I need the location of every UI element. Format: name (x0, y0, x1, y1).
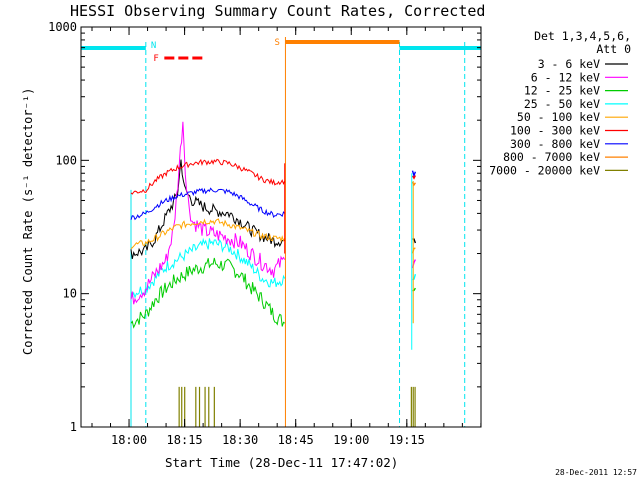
legend-label: 800 - 7000 keV (503, 150, 600, 164)
x-axis: 18:00 18:15 18:30 18:45 19:00 19:15 (91, 27, 482, 447)
x-tick-label: 18:15 (167, 433, 203, 447)
legend-title-line2: Att 0 (596, 42, 631, 56)
series-line-1 (130, 121, 286, 305)
x-tick-label: 19:15 (389, 433, 425, 447)
series-line-2 (130, 257, 286, 329)
saa-marker-label: S (274, 38, 279, 48)
series-line-4 (130, 218, 286, 250)
legend-label: 3 - 6 keV (538, 57, 600, 71)
legend-label: 25 - 50 keV (524, 97, 600, 111)
chart-title: HESSI Observing Summary Count Rates, Cor… (70, 2, 485, 20)
legend-label: 6 - 12 keV (531, 70, 600, 84)
legend-label: 12 - 25 keV (524, 84, 600, 98)
legend-label: 7000 - 20000 keV (489, 163, 600, 177)
legend-title-line1: Det 1,3,4,5,6, (534, 29, 631, 43)
late-data-line (411, 170, 417, 178)
late-data-line (411, 175, 417, 180)
series-line-3 (130, 237, 286, 300)
legend-label: 50 - 100 keV (517, 110, 600, 124)
y-tick-label: 100 (55, 153, 77, 167)
night-marker-label: N (151, 41, 156, 51)
footer-timestamp: 28-Dec-2011 12:57 (555, 468, 637, 477)
plot-area: N S F (81, 37, 481, 427)
y-tick-label: 1000 (48, 20, 77, 34)
x-tick-label: 19:00 (333, 433, 369, 447)
y-axis-title: Corrected Count Rate (s⁻¹ detector⁻¹) (21, 88, 35, 355)
flare-marker-label: F (153, 54, 158, 64)
series-line-6 (130, 187, 286, 221)
x-tick-label: 18:45 (278, 433, 314, 447)
y-tick-label: 10 (63, 287, 77, 301)
x-tick-label: 18:30 (222, 433, 258, 447)
x-tick-label: 18:00 (111, 433, 147, 447)
legend-label: 100 - 300 keV (510, 124, 600, 138)
plot-frame (80, 26, 482, 428)
x-axis-title: Start Time (28-Dec-11 17:47:02) (165, 455, 398, 470)
series-line-5 (130, 158, 286, 195)
legend-label: 300 - 800 keV (510, 137, 600, 151)
y-axis: 1 10 100 1000 (48, 20, 481, 434)
y-tick-label: 1 (70, 420, 77, 434)
